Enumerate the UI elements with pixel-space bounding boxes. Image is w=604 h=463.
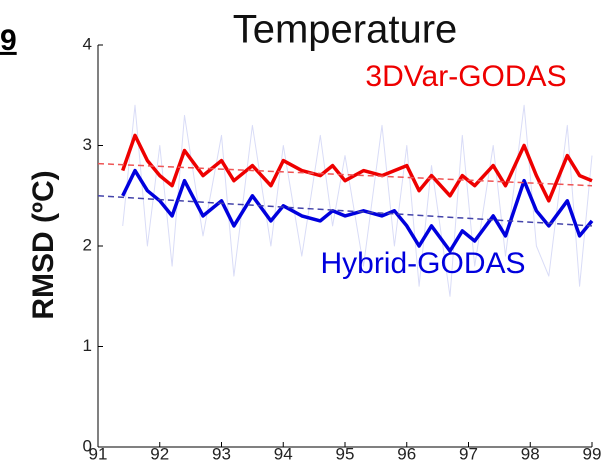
y-tick-label: 0 — [83, 436, 92, 455]
y-tick-label: 4 — [83, 34, 92, 53]
x-tick-label: 99 — [583, 444, 602, 463]
trend-line — [97, 162, 593, 187]
y-tick-label: 1 — [83, 336, 92, 355]
x-tick-label: 96 — [397, 444, 416, 463]
series-line — [121, 168, 594, 253]
x-tick-label: 98 — [521, 444, 540, 463]
x-tick-label: 91 — [89, 444, 108, 463]
series-line — [121, 133, 593, 203]
series-label: Hybrid-GODAS — [320, 247, 525, 280]
series-label: 3DVar-GODAS — [365, 60, 566, 93]
corner-text: 9 — [0, 24, 17, 57]
x-tick-label: 95 — [336, 444, 355, 463]
y-axis-label: RMSD (ºC) — [27, 170, 60, 319]
x-tick-label: 93 — [212, 444, 231, 463]
chart-title: Temperature — [233, 8, 458, 52]
y-tick-label: 3 — [83, 135, 92, 154]
x-tick-label: 94 — [274, 444, 293, 463]
x-tick-label: 92 — [150, 444, 169, 463]
x-tick-label: 97 — [459, 444, 478, 463]
trend-line — [97, 195, 593, 227]
y-tick-label: 2 — [83, 235, 92, 254]
